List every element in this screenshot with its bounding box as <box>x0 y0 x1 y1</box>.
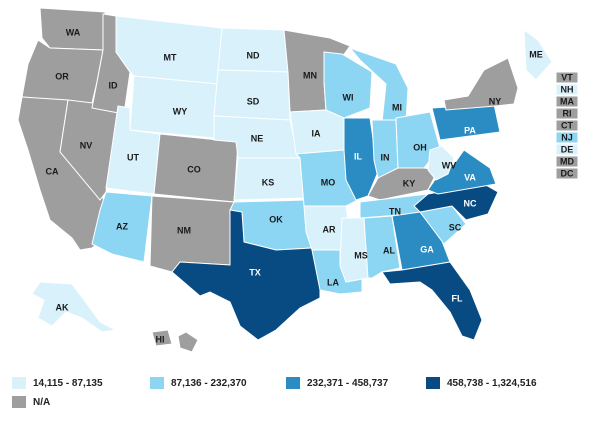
legend-label: N/A <box>33 396 51 408</box>
state-label-ga: GA <box>420 244 434 254</box>
state-label-al: AL <box>383 245 395 255</box>
state-label-me: ME <box>529 49 543 59</box>
small-state-box-ct <box>555 119 579 132</box>
state-label-id: ID <box>109 80 119 90</box>
state-il <box>343 117 379 201</box>
state-in <box>371 119 399 179</box>
legend-swatch <box>12 377 26 389</box>
legend-item: N/A <box>12 396 50 408</box>
state-tx <box>171 209 321 341</box>
state-label-wi: WI <box>343 92 354 102</box>
state-label-or: OR <box>55 71 69 81</box>
legend-item: 14,115 - 87,135 <box>12 377 103 389</box>
state-ky <box>367 167 439 201</box>
state-hi <box>151 329 199 353</box>
state-label-tx: TX <box>249 267 261 277</box>
state-label-az: AZ <box>116 221 128 231</box>
state-label-nv: NV <box>80 140 93 150</box>
state-label-nd: ND <box>247 50 260 60</box>
small-state-label-vt: VT <box>561 72 573 82</box>
state-label-ms: MS <box>354 250 368 260</box>
small-state-box-dc <box>555 167 579 180</box>
small-state-box-nj <box>555 131 579 144</box>
state-label-ok: OK <box>269 214 283 224</box>
state-label-sc: SC <box>449 222 462 232</box>
state-label-tn: TN <box>389 206 401 216</box>
state-ny <box>443 57 519 111</box>
legend-label: 232,371 - 458,737 <box>307 377 389 389</box>
state-label-il: IL <box>354 151 363 161</box>
small-state-box-de <box>555 143 579 156</box>
state-label-ak: AK <box>56 302 69 312</box>
state-la <box>311 249 363 295</box>
state-label-nc: NC <box>464 198 477 208</box>
state-label-co: CO <box>187 164 201 174</box>
state-label-va: VA <box>464 172 476 182</box>
state-label-sd: SD <box>247 96 260 106</box>
state-fl <box>381 261 483 341</box>
state-nm <box>149 195 235 273</box>
state-ga <box>391 211 451 271</box>
state-label-fl: FL <box>452 293 463 303</box>
state-label-wa: WA <box>66 27 81 37</box>
legend-item: 232,371 - 458,737 <box>286 377 388 389</box>
state-wv <box>427 145 455 181</box>
state-label-in: IN <box>381 152 390 162</box>
small-state-label-ma: MA <box>560 96 574 106</box>
state-label-ny: NY <box>489 96 502 106</box>
small-state-box-vt <box>555 71 579 84</box>
state-label-wy: WY <box>173 106 188 116</box>
legend-swatch <box>12 396 26 408</box>
state-label-la: LA <box>327 277 339 287</box>
legend-swatch <box>426 377 440 389</box>
state-label-mi: MI <box>392 102 402 112</box>
legend-swatch <box>286 377 300 389</box>
state-label-mt: MT <box>164 52 177 62</box>
small-state-label-nh: NH <box>561 84 574 94</box>
small-state-box-md <box>555 155 579 168</box>
small-state-label-ri: RI <box>563 108 572 118</box>
small-state-label-md: MD <box>560 156 574 166</box>
legend-label: 87,136 - 232,370 <box>171 377 247 389</box>
state-label-wv: WV <box>442 160 457 170</box>
state-label-ky: KY <box>403 178 416 188</box>
small-state-box-ma <box>555 95 579 108</box>
small-state-label-ct: CT <box>561 120 573 130</box>
state-label-ia: IA <box>312 128 322 138</box>
small-state-label-de: DE <box>561 144 574 154</box>
legend-item: 458,738 - 1,324,516 <box>426 377 537 389</box>
state-mt <box>115 15 223 85</box>
state-label-ut: UT <box>127 152 139 162</box>
state-label-mo: MO <box>321 177 336 187</box>
state-label-ks: KS <box>262 177 275 187</box>
state-wi <box>323 51 373 119</box>
state-sd <box>213 69 291 121</box>
state-label-hi: HI <box>156 334 165 344</box>
legend-swatch <box>150 377 164 389</box>
state-me <box>523 28 553 81</box>
small-state-box-nh <box>555 83 579 96</box>
state-label-nm: NM <box>177 225 191 235</box>
state-label-ar: AR <box>323 224 336 234</box>
legend-label: 14,115 - 87,135 <box>33 377 103 389</box>
state-label-mn: MN <box>303 70 317 80</box>
state-label-ne: NE <box>251 133 264 143</box>
legend-label: 458,738 - 1,324,516 <box>447 377 537 389</box>
state-ms <box>339 217 369 283</box>
small-state-label-dc: DC <box>561 168 574 178</box>
state-label-oh: OH <box>413 142 427 152</box>
legend-item: 87,136 - 232,370 <box>150 377 247 389</box>
state-ak <box>31 281 118 333</box>
state-label-ca: CA <box>46 166 59 176</box>
small-state-box-ri <box>555 107 579 120</box>
small-state-label-nj: NJ <box>561 132 573 142</box>
state-label-pa: PA <box>464 125 476 135</box>
